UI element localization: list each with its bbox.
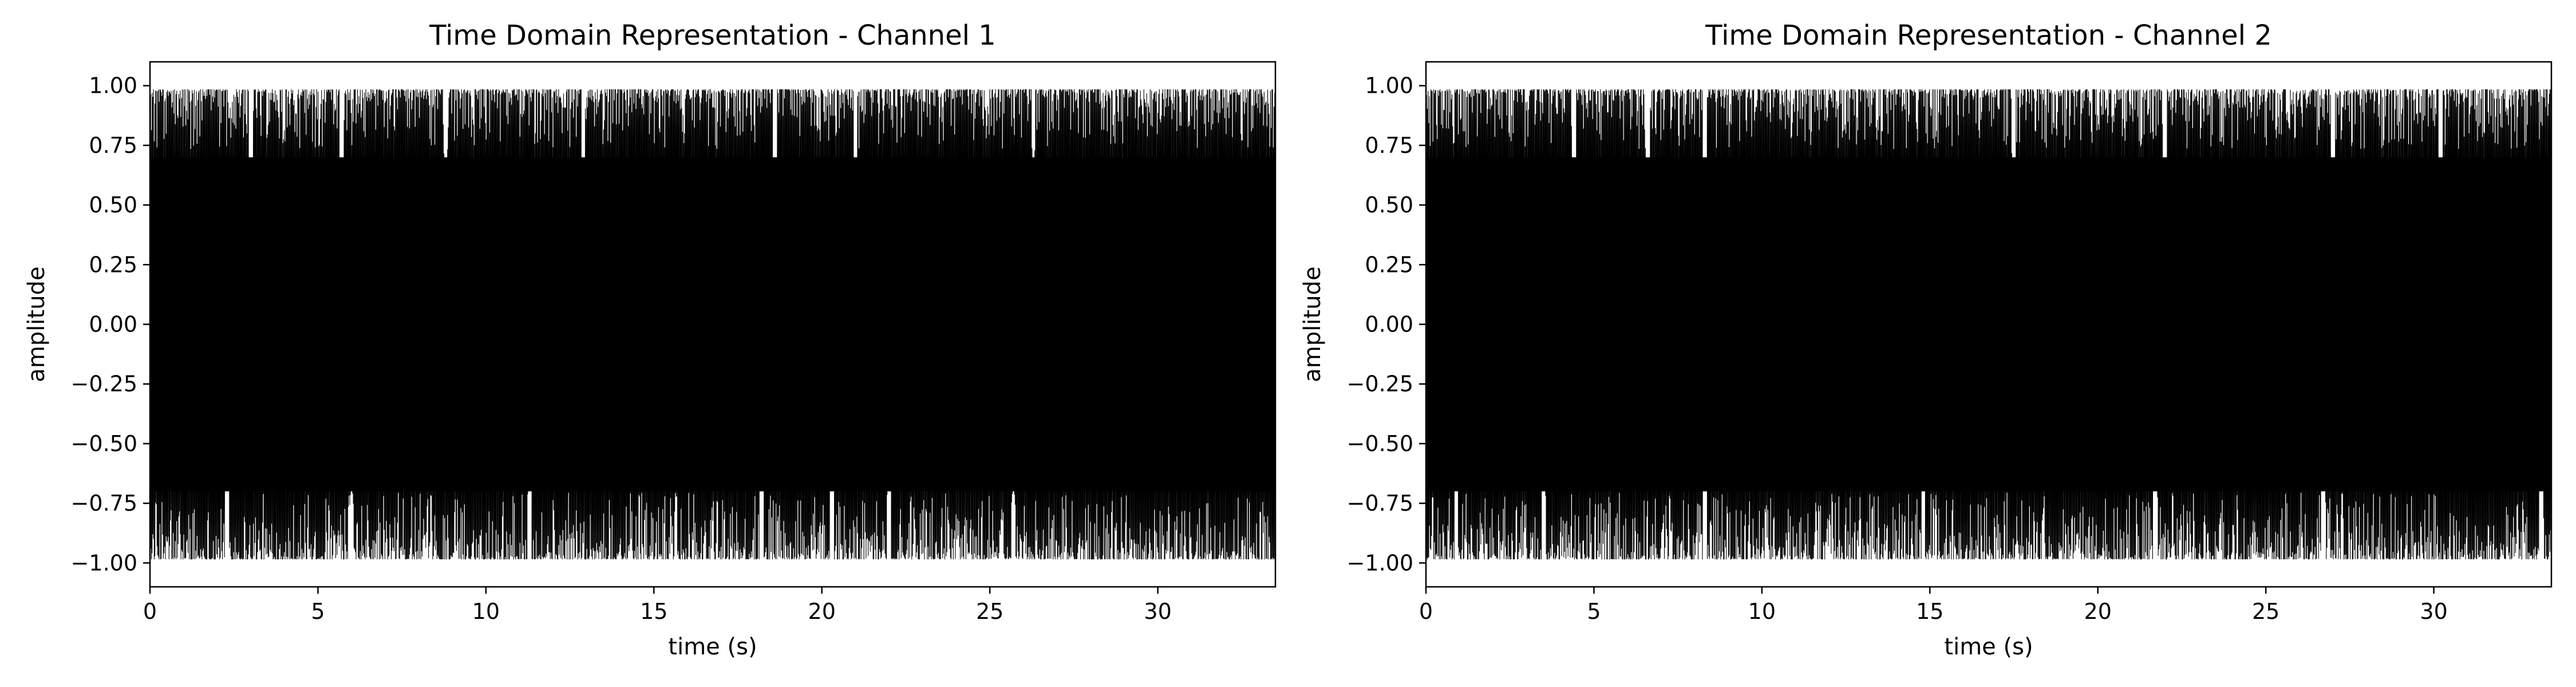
y-tick-label: −0.25 — [1347, 372, 1413, 397]
y-tick-label: 0.50 — [1365, 192, 1413, 218]
x-tick-label: 5 — [311, 599, 325, 624]
x-tick-label: 20 — [808, 599, 836, 624]
x-tick-label: 5 — [1587, 599, 1601, 624]
waveform-channel-2 — [1425, 89, 2552, 560]
x-tick-label: 25 — [976, 599, 1003, 624]
chart-panel-channel-1: 0 5 10 15 20 25 30 −1.00 −0.75 −0.50 −0.25 0.00 0.2… — [23, 19, 1277, 660]
y-tick-label: −0.75 — [71, 491, 137, 516]
x-tick-label: 15 — [1916, 599, 1943, 624]
y-tick-label: −1.00 — [1347, 550, 1413, 575]
x-tick-label: 0 — [143, 599, 157, 624]
y-tick-label: 0.75 — [1365, 133, 1413, 158]
chart-panel-channel-2: 0 5 10 15 20 25 30 −1.00 −0.75 −0.50 −0.25 0.00 0.2… — [1299, 19, 2553, 660]
y-tick-label: −1.00 — [71, 550, 137, 575]
x-tick-label: 30 — [2420, 599, 2447, 624]
x-axis-label: time (s) — [1944, 634, 2033, 660]
x-tick-label: 0 — [1419, 599, 1433, 624]
y-tick-label: 0.50 — [89, 192, 137, 218]
y-tick-label: −0.50 — [1347, 431, 1413, 456]
x-axis-ticks: 0 5 10 15 20 25 30 — [1419, 587, 2448, 624]
y-axis-label: amplitude — [1299, 266, 1326, 382]
waveform-channel-1 — [149, 89, 1276, 560]
chart-title: Time Domain Representation - Channel 1 — [429, 19, 995, 52]
y-tick-label: 0.75 — [89, 133, 137, 158]
x-tick-label: 20 — [2084, 599, 2112, 624]
y-tick-label: 1.00 — [1365, 73, 1413, 98]
y-tick-label: −0.50 — [71, 431, 137, 456]
x-axis-label: time (s) — [668, 634, 757, 660]
waveform-line — [149, 89, 1276, 560]
waveform-line — [1425, 89, 2552, 560]
y-tick-label: 1.00 — [89, 73, 137, 98]
y-tick-label: 0.25 — [89, 252, 137, 277]
y-tick-label: 0.00 — [1365, 312, 1413, 337]
chart-title: Time Domain Representation - Channel 2 — [1705, 19, 2271, 52]
y-tick-label: 0.00 — [89, 312, 137, 337]
x-tick-label: 10 — [1748, 599, 1776, 624]
x-axis-ticks: 0 5 10 15 20 25 30 — [143, 587, 1172, 624]
y-tick-label: −0.75 — [1347, 491, 1413, 516]
x-tick-label: 15 — [640, 599, 667, 624]
x-tick-label: 25 — [2252, 599, 2279, 624]
y-tick-label: −0.25 — [71, 372, 137, 397]
y-axis-ticks: −1.00 −0.75 −0.50 −0.25 0.00 0.25 0.50 0.75 1.00 — [1347, 73, 1426, 575]
x-tick-label: 10 — [472, 599, 500, 624]
y-axis-ticks: −1.00 −0.75 −0.50 −0.25 0.00 0.25 0.50 0.75 1.00 — [71, 73, 150, 575]
y-axis-label: amplitude — [23, 266, 50, 382]
x-tick-label: 30 — [1144, 599, 1171, 624]
y-tick-label: 0.25 — [1365, 252, 1413, 277]
